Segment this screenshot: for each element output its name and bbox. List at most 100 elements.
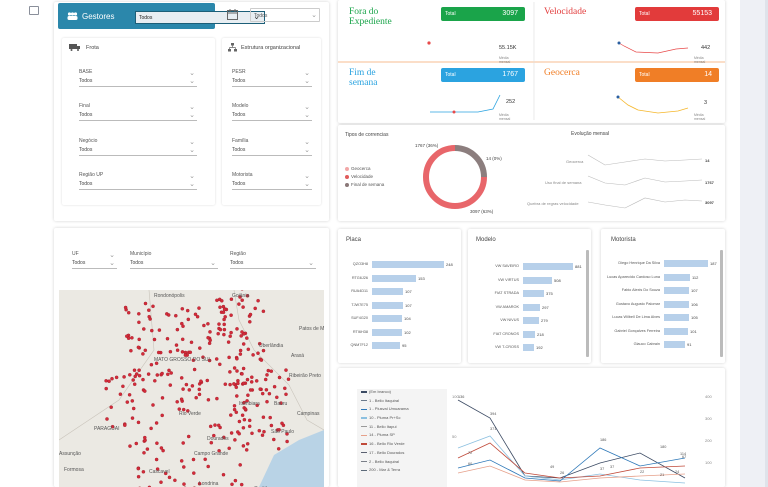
map-point: [180, 350, 185, 354]
placa-bar[interactable]: [372, 342, 400, 349]
final-label: Final: [79, 103, 90, 109]
line-legend-item[interactable]: (Em branco): [357, 389, 447, 398]
motorista-bar[interactable]: [664, 341, 685, 348]
regiao-filter[interactable]: Região Todos ⌄: [230, 251, 316, 269]
occurrence-map[interactable]: Rondonópolis Goiânia Campo Grande PARAGUAI S…: [59, 290, 324, 487]
modelo-bar[interactable]: [523, 317, 539, 324]
map-point: [123, 305, 128, 310]
map-city-label: Goiânia: [232, 293, 249, 299]
motorista-scrollbar[interactable]: [720, 250, 723, 357]
familia-label: Família: [232, 138, 249, 144]
chevron-down-icon: ⌄: [189, 78, 195, 85]
donut-chart[interactable]: [420, 140, 495, 215]
base-value: Todos: [79, 78, 197, 87]
base-filter[interactable]: BASE ⌄ Todos ⌄: [79, 69, 197, 87]
map-point: [206, 322, 210, 326]
vertical-scrollbar[interactable]: [765, 0, 768, 487]
map-canvas[interactable]: Rondonópolis Goiânia Campo Grande PARAGUAI S…: [59, 290, 324, 487]
modelo-bar[interactable]: [523, 276, 552, 284]
evol-row-geocerca: Geocerca: [566, 159, 584, 164]
modelo-bar[interactable]: [523, 330, 535, 338]
gestores-select[interactable]: Todos: [135, 11, 265, 24]
motorista-bar[interactable]: [664, 260, 708, 267]
uf-filter[interactable]: UF ⌄ Todos ⌄: [72, 251, 117, 269]
placa-bar[interactable]: [372, 328, 402, 336]
placa-bar[interactable]: [372, 315, 402, 322]
map-point: [122, 375, 126, 379]
chevron-down-icon: ⌄: [308, 260, 314, 267]
municipio-filter[interactable]: Município Todos ⌄: [130, 251, 218, 269]
negocio-filter[interactable]: Negócio ⌄ Todos ⌄: [79, 138, 197, 156]
motorista-bar-value: 105: [691, 315, 698, 320]
placa-bar[interactable]: [372, 288, 403, 295]
map-city-label: Rondonópolis: [154, 293, 185, 299]
placa-bar[interactable]: [372, 261, 444, 268]
estrutura-card: [222, 38, 321, 205]
line-legend-item[interactable]: 200 - Mar & Terra: [357, 467, 447, 476]
map-point: [218, 305, 222, 309]
map-point: [207, 358, 212, 363]
placa-bar[interactable]: [372, 274, 416, 282]
map-point: [284, 392, 288, 397]
map-point: [248, 388, 253, 392]
kpi-fora-value: 55.15K: [499, 45, 517, 51]
line-legend-item[interactable]: 2 - Bello Itaquiral: [357, 459, 447, 468]
modelo-bar[interactable]: [523, 344, 534, 351]
map-point: [246, 347, 251, 352]
familia-filter[interactable]: Família ⌄ Todos ⌄: [232, 138, 312, 156]
pesr-filter[interactable]: PESR ⌄ Todos ⌄: [232, 69, 312, 87]
modelo-filter[interactable]: Modelo ⌄ Todos ⌄: [232, 103, 312, 121]
regiao-up-filter[interactable]: Região UP ⌄ Todos ⌄: [79, 172, 197, 190]
map-point: [232, 366, 237, 370]
motorista-bar[interactable]: [664, 287, 689, 294]
modelo-scrollbar[interactable]: [586, 250, 589, 357]
legend-final: Final de semana: [345, 182, 384, 187]
line-data-label: 24: [675, 470, 679, 474]
uf-label: UF: [72, 251, 79, 257]
final-filter[interactable]: Final ⌄ Todos ⌄: [79, 103, 197, 121]
map-point: [126, 336, 131, 340]
line-data-label: 37: [600, 467, 604, 471]
map-point: [232, 407, 237, 412]
map-point: [143, 389, 147, 393]
motorista-bar-label: Fabio Alexis Do Souza: [621, 288, 660, 292]
map-point: [208, 338, 212, 343]
line-legend-item[interactable]: 10 - Pluma Pr+Sc: [357, 415, 447, 424]
motorista-bar[interactable]: [664, 314, 689, 321]
modelo-bar[interactable]: [523, 303, 540, 311]
right-tick: 100: [705, 460, 712, 465]
map-point: [251, 353, 255, 357]
placa-bar[interactable]: [372, 301, 403, 309]
donut-label-top: 1767 (36%): [415, 143, 439, 148]
donut-slice-final-semana[interactable]: [454, 145, 487, 178]
motorista-bar[interactable]: [664, 327, 688, 335]
line-chart[interactable]: 1005040030020010013639437118618011472674…: [450, 388, 720, 487]
legend-final-label: Final de semana: [351, 182, 385, 187]
motorista-bar[interactable]: [664, 273, 690, 281]
modelo-bar-label: FIAT CRONOS: [493, 331, 519, 336]
gestores-filter[interactable]: Gestores Todos: [58, 3, 265, 29]
chevron-down-icon: ⌄: [304, 112, 310, 119]
map-point: [197, 306, 201, 310]
line-legend-item[interactable]: 1 - Bello Itaquiral: [357, 398, 447, 407]
base-label: BASE: [79, 69, 93, 75]
legend-swatch-icon: [361, 426, 367, 428]
line-legend-item[interactable]: 14 - Pluma SP: [357, 432, 447, 441]
line-legend-item[interactable]: 11 - Bello Itapui: [357, 424, 447, 433]
line-data-label: 72: [468, 451, 472, 455]
motorista-filter[interactable]: Motorista ⌄ Todos ⌄: [232, 172, 312, 190]
map-point: [175, 400, 179, 404]
line-legend-item[interactable]: 1 - Plusval Umuarama: [357, 406, 447, 415]
map-point: [265, 373, 269, 377]
modelo-bar[interactable]: [523, 263, 573, 270]
legend-swatch-icon: [361, 434, 367, 436]
municipio-label: Município: [130, 251, 152, 257]
modelo-bar[interactable]: [523, 290, 544, 297]
motorista-bar[interactable]: [664, 300, 689, 308]
date-filter[interactable]: Todos ⌄: [250, 8, 320, 22]
donut-slice-fora[interactable]: [423, 145, 487, 209]
line-legend-item[interactable]: 17 - Bello Dourados: [357, 450, 447, 459]
map-point: [236, 381, 240, 386]
chevron-down-icon: ⌄: [304, 70, 310, 77]
line-legend-item[interactable]: 16 - Bello Rio Verde: [357, 441, 447, 450]
